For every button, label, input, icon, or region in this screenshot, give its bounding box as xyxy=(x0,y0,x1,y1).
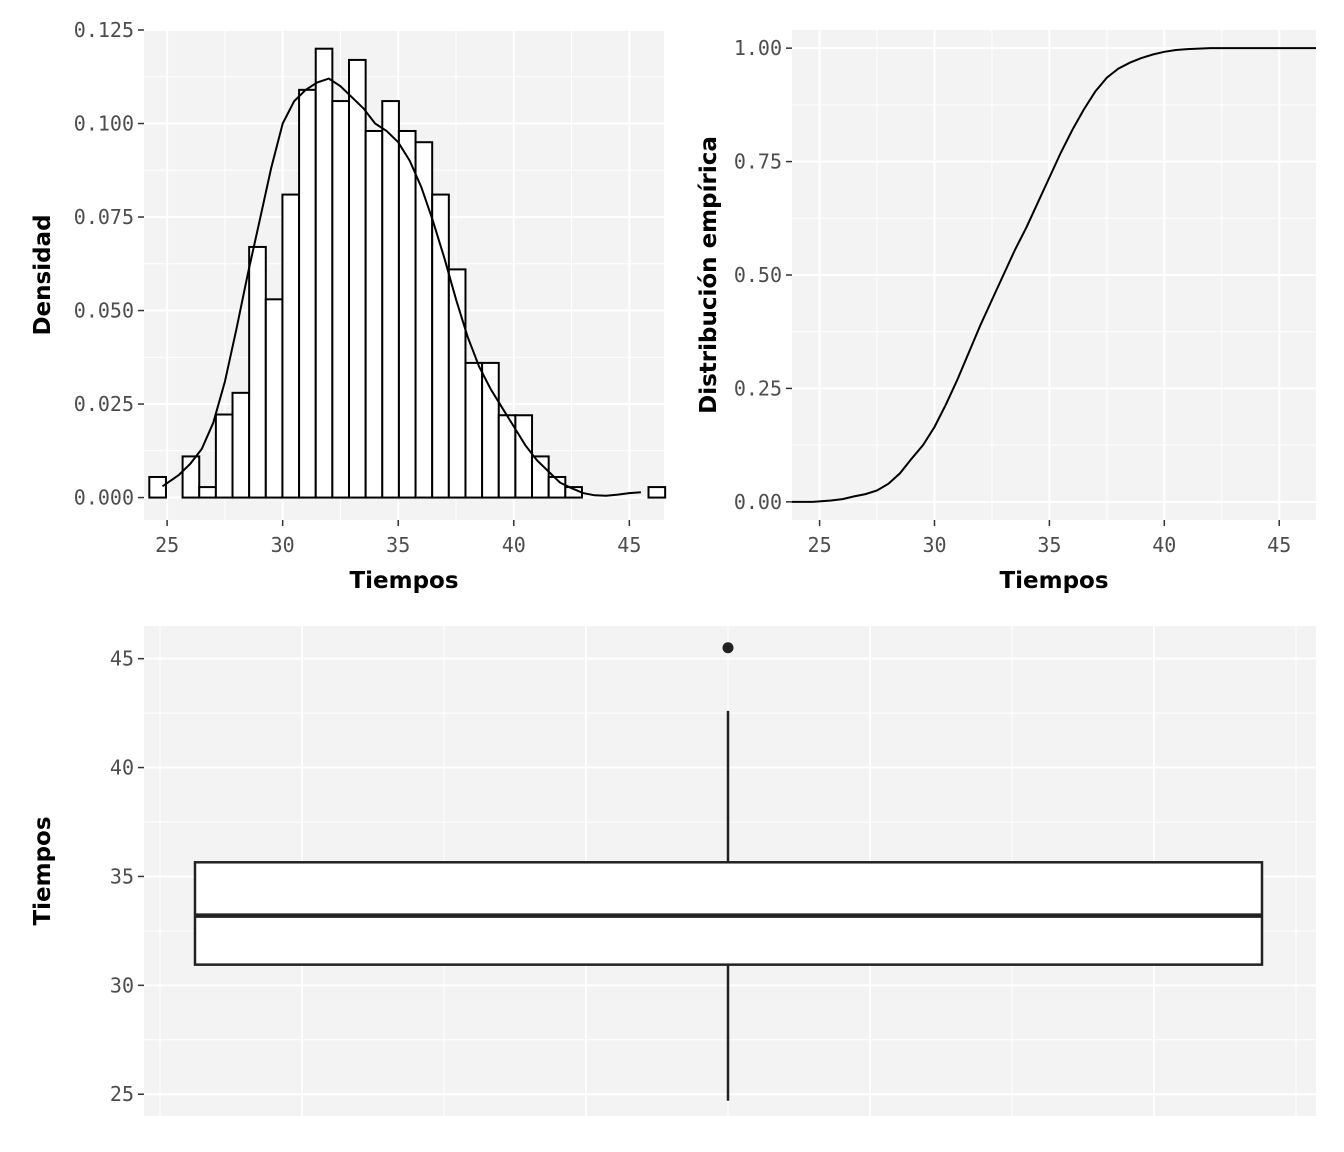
histogram-bar xyxy=(298,88,317,499)
y-tick-label: 0.100 xyxy=(74,112,134,136)
histogram-bar xyxy=(314,47,334,499)
histogram-bar xyxy=(647,486,667,499)
histogram-bar xyxy=(481,361,500,499)
boxplot-y-axis-title: Tiempos xyxy=(30,816,56,925)
histogram-panel: 0.000 0.025 0.050 0.075 0.100 0.125 25 30 35 40 45… xyxy=(30,18,667,594)
y-tick-label: 0.00 xyxy=(734,490,782,514)
y-tick-label: 0.025 xyxy=(74,392,134,416)
histogram-bar xyxy=(381,100,400,499)
x-tick-label: 30 xyxy=(922,533,946,557)
x-tick-label: 40 xyxy=(502,533,526,557)
y-tick-label: 1.00 xyxy=(734,36,782,60)
histogram-bar xyxy=(431,193,450,499)
histogram-bar xyxy=(397,129,417,499)
histogram-x-axis-title: Tiempos xyxy=(349,568,458,594)
histogram-bar xyxy=(264,298,284,499)
x-tick-label: 30 xyxy=(271,533,295,557)
histogram-bar xyxy=(231,391,251,499)
y-tick-label: 0.25 xyxy=(734,376,782,400)
y-tick-label: 40 xyxy=(110,756,134,780)
histogram-bar xyxy=(364,129,384,499)
density-curve xyxy=(161,77,641,497)
x-tick-label: 45 xyxy=(617,533,641,557)
histogram-bar xyxy=(464,361,484,499)
y-tick-label: 35 xyxy=(110,864,134,888)
histogram-bar xyxy=(514,414,534,499)
boxplot-panel: 25 30 35 40 45 Tiempos xyxy=(30,626,1316,1116)
y-tick-label: 0.000 xyxy=(74,486,134,510)
boxplot-axes: 25 30 35 40 45 xyxy=(110,647,144,1106)
histogram-bar xyxy=(281,193,301,499)
ecdf-line xyxy=(792,47,1316,503)
histogram-bar xyxy=(148,475,167,499)
x-tick-label: 25 xyxy=(155,533,179,557)
histogram-bar xyxy=(248,245,267,499)
histogram-marks xyxy=(148,47,667,499)
ecdf-marks xyxy=(792,47,1316,503)
ecdf-panel: 0.00 0.25 0.50 0.75 1.00 25 30 35 40 45 Tiempos D… xyxy=(696,30,1316,594)
ecdf-axes: 0.00 0.25 0.50 0.75 1.00 25 30 35 40 45 xyxy=(734,36,1291,557)
x-tick-label: 35 xyxy=(1037,533,1061,557)
histogram-bar xyxy=(497,414,517,499)
x-tick-label: 35 xyxy=(386,533,410,557)
ecdf-x-axis-title: Tiempos xyxy=(999,568,1108,594)
x-tick-label: 45 xyxy=(1267,533,1291,557)
y-tick-label: 25 xyxy=(110,1082,134,1106)
histogram-bar xyxy=(214,413,234,499)
y-tick-label: 0.050 xyxy=(74,299,134,323)
y-tick-label: 0.75 xyxy=(734,150,782,174)
histogram-bar xyxy=(198,486,217,499)
boxplot-marks xyxy=(193,642,1264,1101)
histogram-bar xyxy=(331,100,350,499)
x-tick-label: 40 xyxy=(1152,533,1176,557)
y-tick-label: 0.125 xyxy=(74,18,134,42)
histogram-y-axis-title: Densidad xyxy=(30,214,56,335)
y-tick-label: 45 xyxy=(110,647,134,671)
y-tick-label: 0.075 xyxy=(74,205,134,229)
histogram-bar xyxy=(347,58,367,499)
x-tick-label: 25 xyxy=(808,533,832,557)
outlier-point xyxy=(722,642,734,654)
y-tick-label: 30 xyxy=(110,973,134,997)
y-tick-label: 0.50 xyxy=(734,263,782,287)
ecdf-y-axis-title: Distribución empírica xyxy=(696,136,722,414)
histogram-axes: 0.000 0.025 0.050 0.075 0.100 0.125 25 30 35 40 45 xyxy=(74,18,642,557)
ecdf-grid xyxy=(792,30,1316,520)
